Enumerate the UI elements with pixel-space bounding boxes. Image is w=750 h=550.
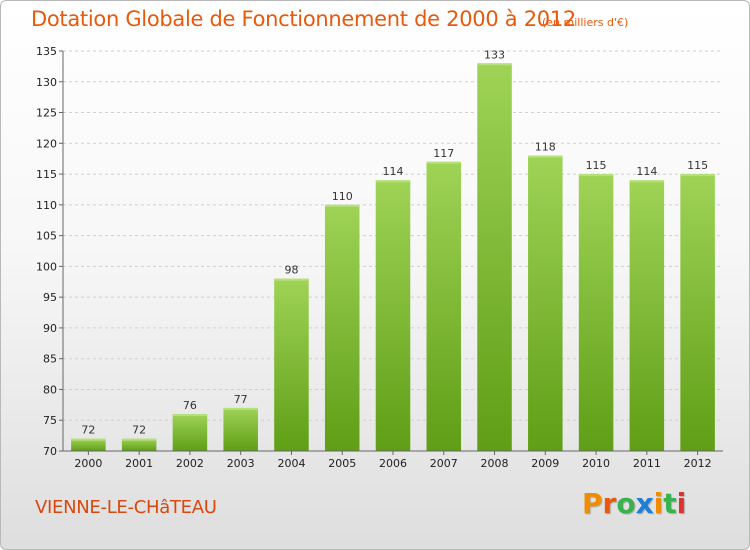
y-tick-label-105: 105 xyxy=(36,230,57,243)
data-label-2007: 117 xyxy=(433,147,454,160)
y-tick-label-95: 95 xyxy=(43,291,57,304)
bar-2004 xyxy=(274,278,309,451)
x-tick-label-2012: 2012 xyxy=(684,457,712,470)
city-name: VIENNE-LE-CHâTEAU xyxy=(35,497,217,518)
y-tick-label-80: 80 xyxy=(43,383,57,396)
bar-2005 xyxy=(324,204,360,451)
data-label-2004: 98 xyxy=(284,264,298,277)
data-label-2008: 133 xyxy=(484,48,505,61)
bar-highlight-2003 xyxy=(223,407,258,410)
x-tick-label-2001: 2001 xyxy=(125,457,153,470)
bar-highlight-2008 xyxy=(477,63,512,66)
y-tick-label-75: 75 xyxy=(43,414,57,427)
y-tick-label-85: 85 xyxy=(43,353,57,366)
bar-2003 xyxy=(223,407,258,451)
y-tick-label-125: 125 xyxy=(36,107,57,120)
bar-2006 xyxy=(375,180,411,451)
proxiti-logo[interactable]: Proxiti xyxy=(582,487,686,520)
chart-title: Dotation Globale de Fonctionnement de 20… xyxy=(31,7,576,31)
logo-letter: x xyxy=(635,487,654,520)
y-tick-label-110: 110 xyxy=(36,199,57,212)
bar-highlight-2005 xyxy=(324,204,360,207)
x-tick-label-2011: 2011 xyxy=(633,457,661,470)
x-tick-label-2002: 2002 xyxy=(176,457,204,470)
bar-2008 xyxy=(477,63,512,452)
data-label-2002: 76 xyxy=(183,399,197,412)
x-tick-label-2008: 2008 xyxy=(481,457,509,470)
logo-letter: P xyxy=(582,487,603,520)
logo-letter: r xyxy=(602,487,617,520)
bar-2012 xyxy=(680,174,715,452)
logo-letter: t xyxy=(663,487,677,520)
x-tick-label-2005: 2005 xyxy=(328,457,356,470)
bar-2000 xyxy=(71,438,106,451)
bar-2009 xyxy=(528,155,563,451)
y-tick-label-120: 120 xyxy=(36,137,57,150)
labels-layer: 72 72 76 77 98 110 114 117 133 118 115 114 115 xyxy=(81,48,708,436)
y-tick-label-70: 70 xyxy=(43,445,57,458)
data-label-2010: 115 xyxy=(586,159,607,172)
y-tick-label-130: 130 xyxy=(36,76,57,89)
x-tick-label-2007: 2007 xyxy=(430,457,458,470)
chart-subtitle: (en milliers d'€) xyxy=(542,16,629,29)
axis-layer: 70 75 80 85 90 95 100 105 110 115 120 125 130 135 2000… xyxy=(36,45,723,470)
y-tick-label-115: 115 xyxy=(36,168,57,181)
bar-2011 xyxy=(629,180,665,451)
bar-highlight-2009 xyxy=(528,155,563,158)
x-tick-label-2010: 2010 xyxy=(582,457,610,470)
x-tick-label-2009: 2009 xyxy=(531,457,559,470)
bars-layer xyxy=(71,63,715,452)
data-label-2011: 114 xyxy=(636,165,657,178)
bar-2002 xyxy=(172,414,208,451)
y-tick-label-135: 135 xyxy=(36,45,57,58)
bar-2010 xyxy=(578,174,614,452)
bar-highlight-2002 xyxy=(172,414,208,417)
data-label-2003: 77 xyxy=(234,393,248,406)
bar-highlight-2001 xyxy=(121,438,157,441)
bar-2001 xyxy=(121,438,157,451)
data-label-2012: 115 xyxy=(687,159,708,172)
data-label-2000: 72 xyxy=(81,424,95,437)
bar-highlight-2011 xyxy=(629,180,665,183)
bar-highlight-2010 xyxy=(578,174,614,177)
x-tick-label-2006: 2006 xyxy=(379,457,407,470)
logo-letter: i xyxy=(653,487,664,520)
data-label-2005: 110 xyxy=(332,190,353,203)
y-tick-label-90: 90 xyxy=(43,322,57,335)
y-tick-label-100: 100 xyxy=(36,260,57,273)
x-tick-label-2000: 2000 xyxy=(74,457,102,470)
bar-highlight-2006 xyxy=(375,180,411,183)
bar-2007 xyxy=(426,161,462,451)
bar-highlight-2007 xyxy=(426,161,462,164)
logo-letter: o xyxy=(616,487,636,520)
data-label-2006: 114 xyxy=(383,165,404,178)
logo-letter: i xyxy=(676,487,687,520)
bar-highlight-2004 xyxy=(274,278,309,281)
bar-highlight-2012 xyxy=(680,174,715,177)
bar-highlight-2000 xyxy=(71,438,106,441)
x-tick-label-2003: 2003 xyxy=(227,457,255,470)
data-label-2009: 118 xyxy=(535,141,556,154)
data-label-2001: 72 xyxy=(132,424,146,437)
x-tick-label-2004: 2004 xyxy=(277,457,305,470)
